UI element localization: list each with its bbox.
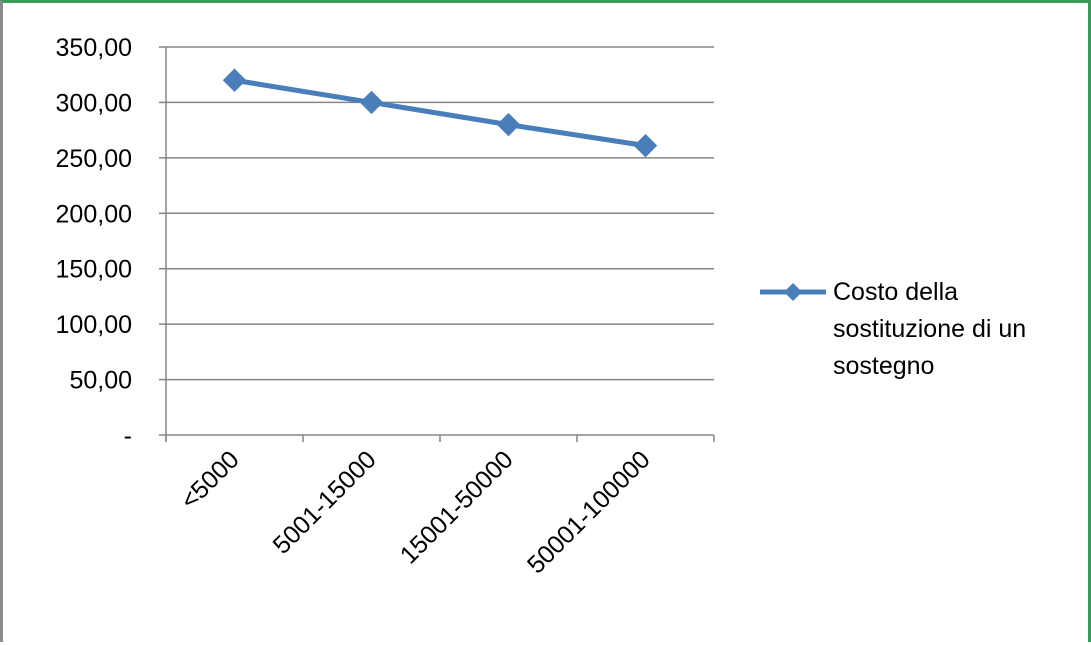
x-tick-label: 15001-50000 <box>395 445 519 569</box>
y-tick-label: 100,00 <box>56 311 132 339</box>
legend-label: Costo della <box>833 278 958 306</box>
legend-label: sostegno <box>833 352 934 380</box>
series <box>222 68 658 158</box>
y-tick-label: - <box>124 422 132 450</box>
legend-marker <box>784 283 802 301</box>
legend: Costo della sostituzione di un sostegno <box>760 278 1026 380</box>
y-tick-label: 200,00 <box>56 200 132 228</box>
x-tick-label: 5001-15000 <box>268 445 382 559</box>
gridlines <box>159 46 714 436</box>
line-chart: - 50,00 100,00 150,00 200,00 250,00 300,00 350,… <box>56 34 1027 579</box>
data-point-marker <box>633 133 658 158</box>
y-tick-label: 300,00 <box>56 89 132 117</box>
y-tick-label: 250,00 <box>56 145 132 173</box>
y-tick-label: 50,00 <box>69 367 132 395</box>
series-line <box>234 77 646 149</box>
y-tick-label: 350,00 <box>56 34 132 62</box>
y-tick-labels: - 50,00 100,00 150,00 200,00 250,00 300,00 350,… <box>56 34 132 450</box>
legend-label: sostituzione di un <box>833 315 1026 343</box>
data-point-marker <box>496 112 521 137</box>
axes <box>165 47 715 442</box>
y-tick-label: 150,00 <box>56 256 132 284</box>
x-tick-label: 50001-100000 <box>522 445 656 579</box>
x-tick-labels: <5000 5001-15000 15001-50000 50001-100000 <box>175 445 655 579</box>
data-point-marker <box>222 68 247 92</box>
x-tick-label: <5000 <box>175 445 244 514</box>
data-point-marker <box>359 90 384 115</box>
